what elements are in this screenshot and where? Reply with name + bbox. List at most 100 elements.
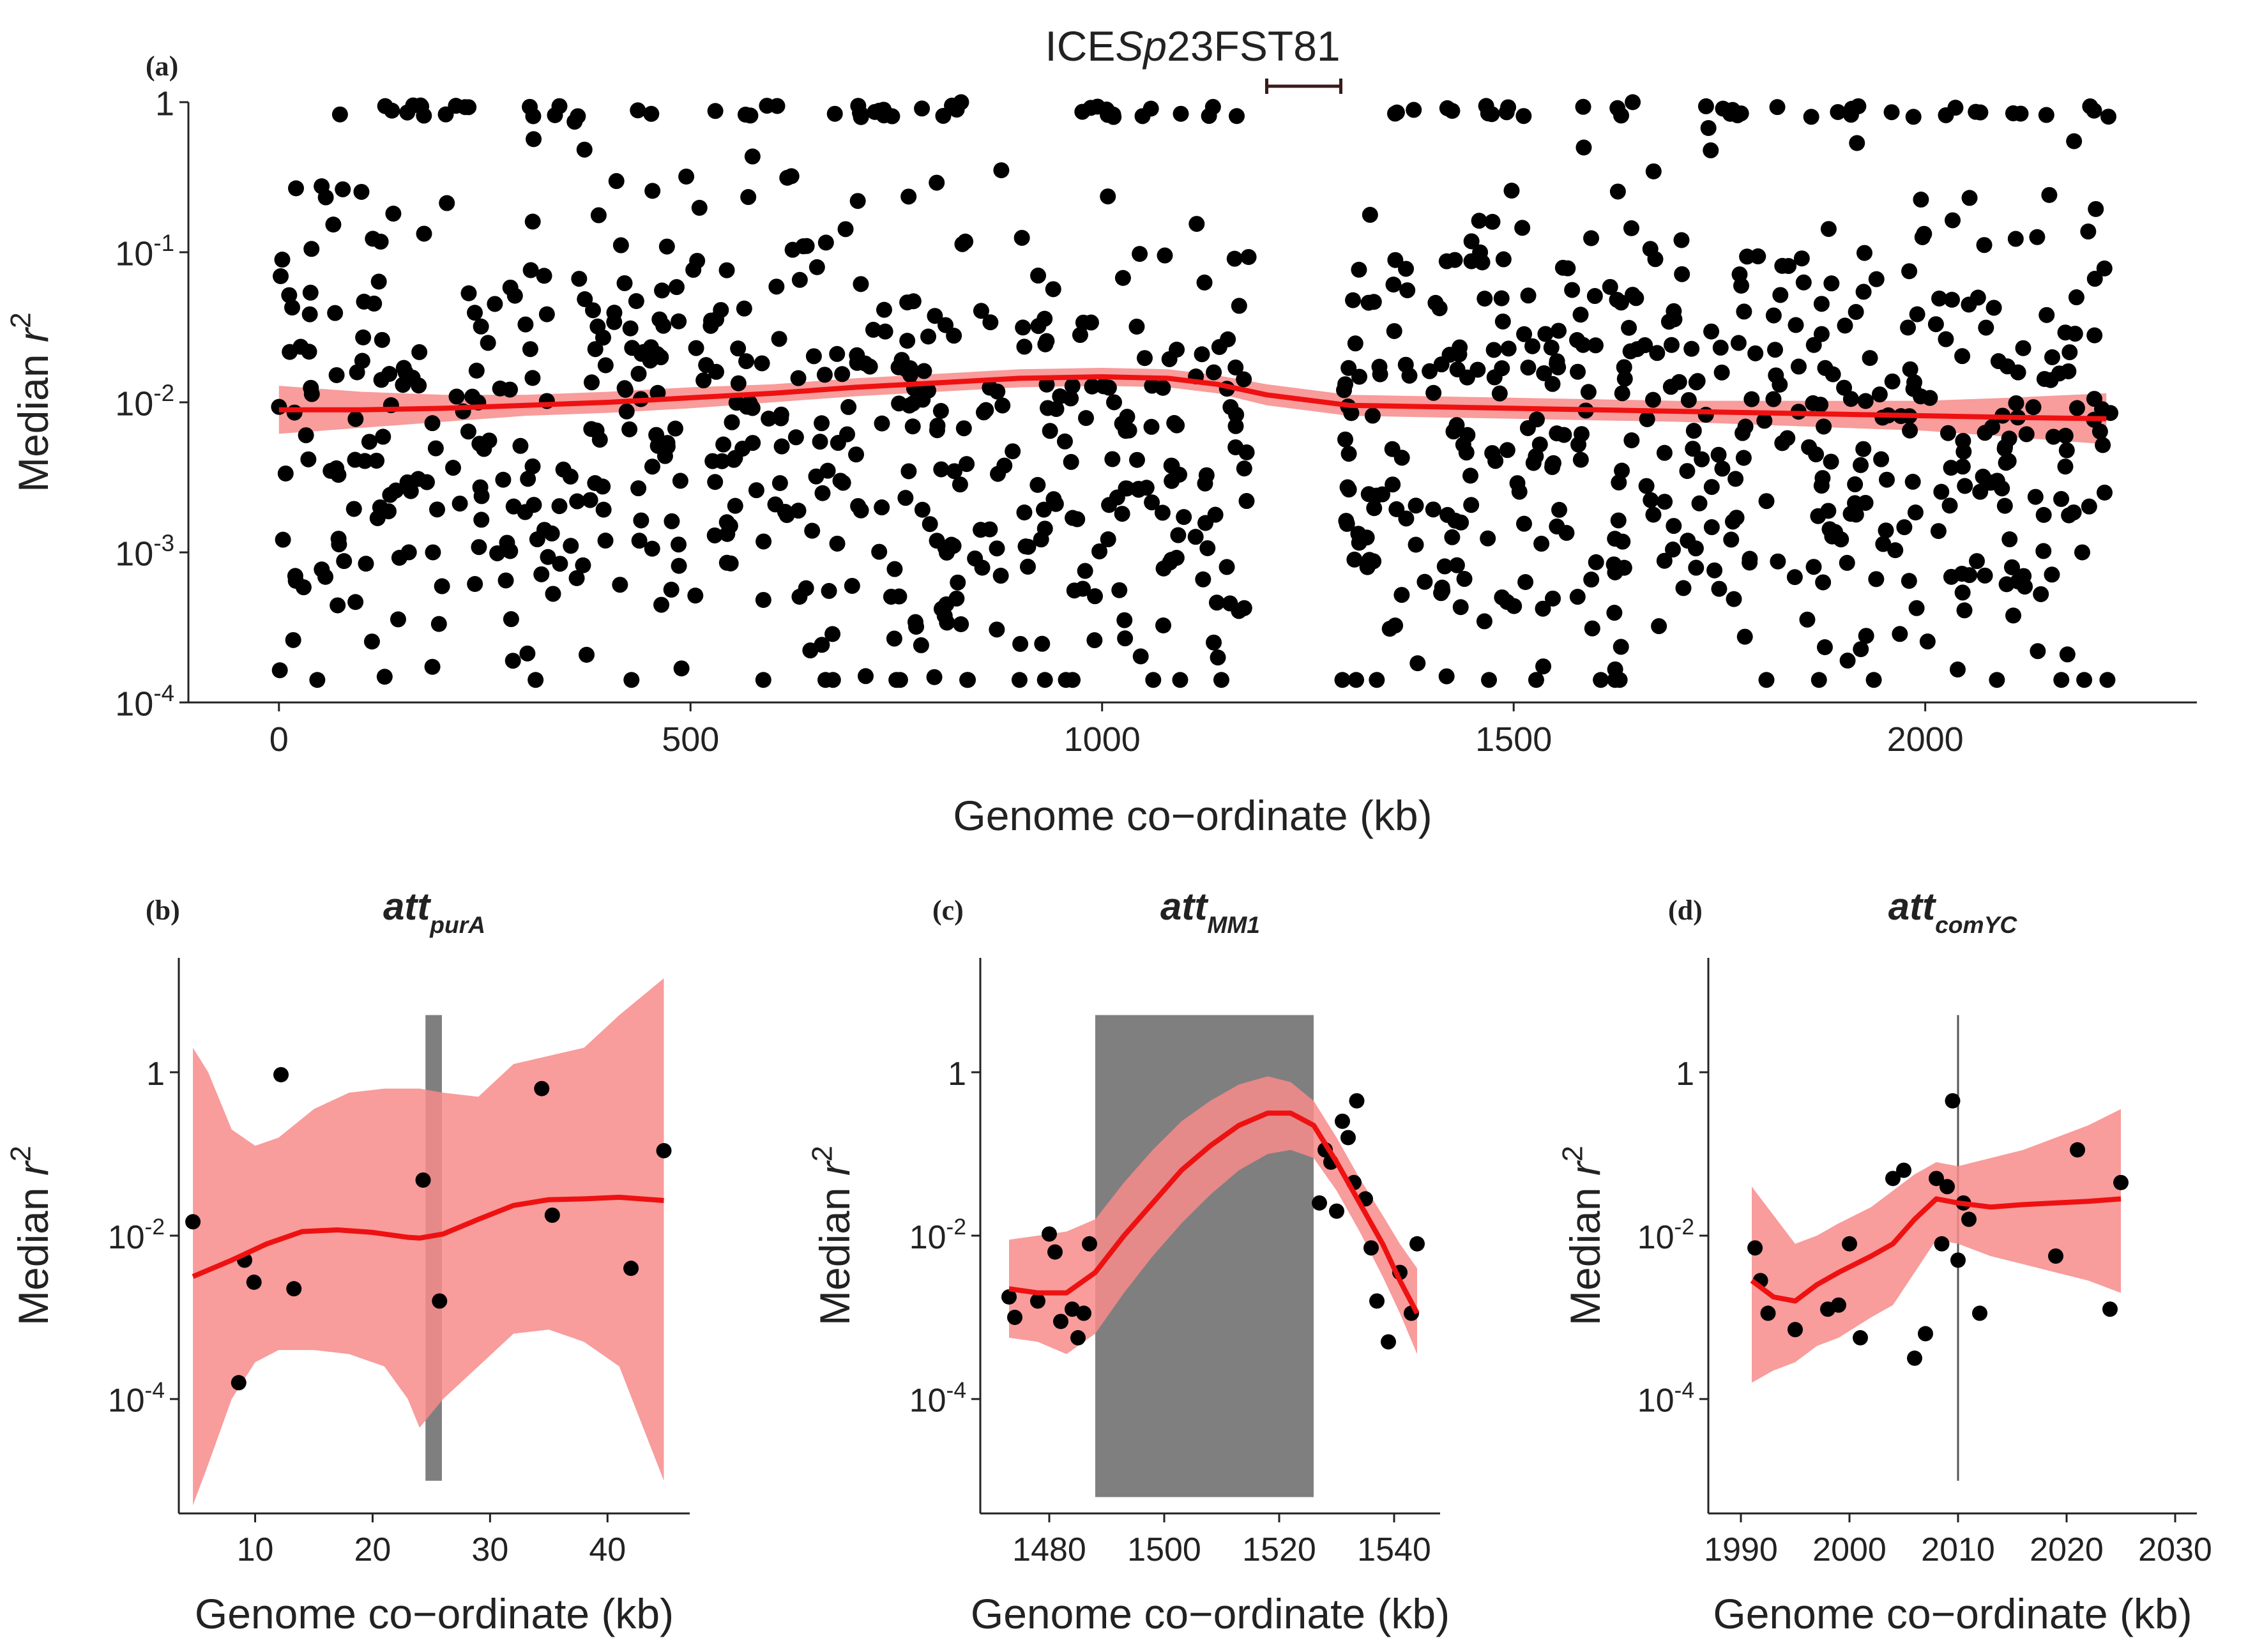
data-point [1476,613,1492,630]
data-point [471,539,487,556]
data-point [973,303,989,319]
data-point [829,535,846,552]
data-point [1940,425,1956,441]
data-point [1042,1226,1057,1242]
data-point [2086,271,2103,287]
data-point [277,465,294,481]
data-point [2027,489,2044,505]
data-point [922,516,938,533]
data-point [1666,303,1682,319]
data-point [1339,479,1356,496]
y-axis-title-r: r [1561,1160,1609,1176]
x-axis-title: Genome co−ordinate (kb) [1713,1590,2192,1637]
data-point [517,316,534,333]
data-point [1724,102,1741,118]
data-point [524,458,541,474]
y-tick-label-exp: -4 [946,1378,966,1403]
y-axis-title-base: Median [1561,1176,1609,1326]
data-point [1053,1314,1068,1330]
chart-title: attcomYC [1888,885,2018,938]
data-point [744,400,761,416]
data-point [1625,94,1641,110]
data-point [1651,618,1667,635]
data-point [1691,495,1708,512]
data-point [993,162,1010,179]
smooth-line [1008,1110,1420,1315]
data-point [621,421,638,437]
data-point [1494,589,1510,605]
data-point [814,485,831,501]
chart-title: attMM1 [1160,885,1260,938]
data-point [331,536,347,552]
data-point [1847,495,1864,512]
data-point [2099,672,2116,688]
data-points [185,1066,672,1391]
data-point [688,340,704,356]
data-point [1645,163,1662,179]
data-point [545,586,561,602]
data-point [1710,446,1727,463]
data-point [1808,446,1825,463]
data-point [844,577,860,594]
data-point [301,306,318,322]
data-point [1015,319,1031,336]
data-point [1425,384,1442,401]
data-point [457,99,473,116]
data-point [943,536,960,553]
data-point [1236,600,1252,616]
data-point [1206,634,1222,651]
data-point [1363,1240,1379,1256]
data-point [809,259,825,275]
data-point [325,216,342,233]
data-point [1933,483,1950,500]
y-axis-title: Median r2 [4,312,57,492]
chart-title-italic: Sp [1115,22,1167,70]
data-point [1941,497,1958,514]
data-point [1848,303,1864,320]
data-point [1206,364,1222,381]
data-point [1656,444,1673,461]
x-tick-label: 1990 [1704,1531,1778,1568]
data-point [848,446,865,463]
data-point [1236,371,1252,388]
y-axis-title: Median r2 [805,1146,858,1326]
data-point [1471,213,1487,229]
data-point [497,572,514,589]
data-point [1528,672,1544,688]
data-point [653,596,670,613]
data-point [502,381,519,398]
data-point [1409,1236,1425,1252]
y-tick-label: 1 [1676,1056,1694,1093]
data-point [1727,471,1744,487]
data-point [1815,574,1832,591]
x-tick-label: 2000 [1812,1531,1887,1568]
data-point [777,503,793,520]
data-point [1712,339,1729,356]
data-point [1649,345,1666,361]
data-point [957,233,974,250]
y-tick-label: 10-4 [1637,1378,1694,1420]
data-point [1500,340,1517,357]
data-point [718,262,735,278]
data-point [900,463,917,480]
data-point [1117,630,1134,647]
data-point [1572,451,1589,468]
data-point [851,105,868,121]
data-point [1514,220,1531,236]
data-point [978,402,994,418]
data-point [1369,672,1385,688]
data-point [1516,326,1533,342]
data-point [1408,497,1424,514]
data-point [1201,108,1217,125]
data-point [1847,476,1864,492]
data-point [886,630,902,647]
data-point [1788,317,1804,333]
data-point [1816,418,1832,435]
data-point [1449,361,1466,377]
data-point [376,669,393,685]
data-point [1817,360,1834,376]
data-point [1706,562,1723,579]
data-point [1116,612,1133,628]
data-point [1945,212,1961,229]
